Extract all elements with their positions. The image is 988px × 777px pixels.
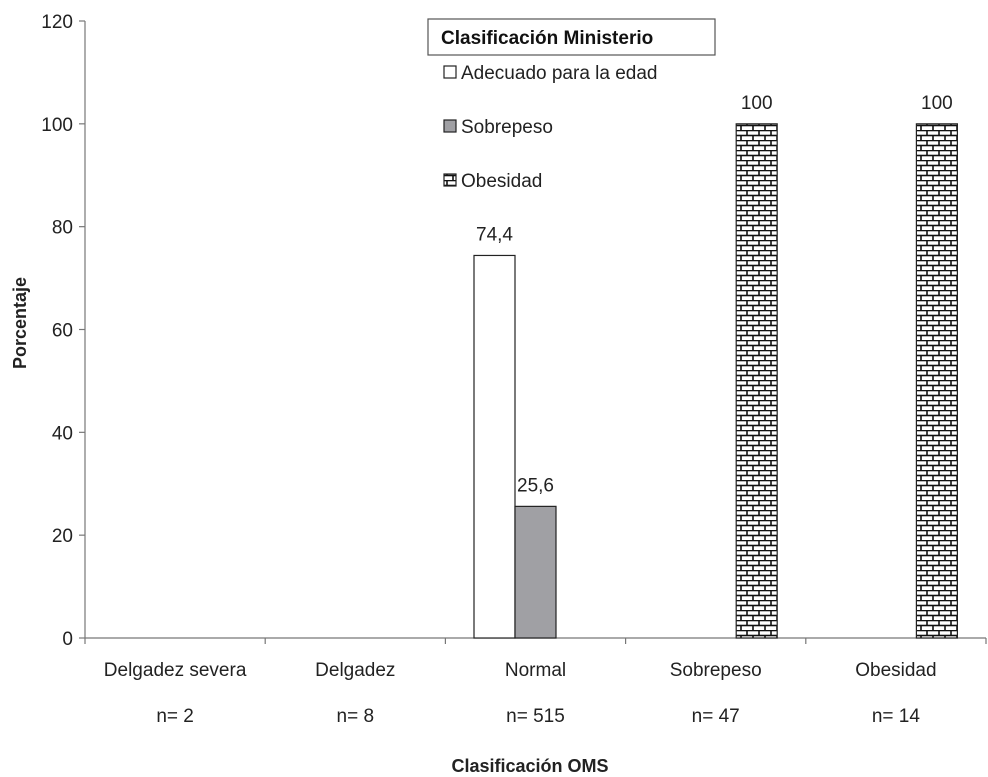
bar (473, 254, 516, 639)
data-label: 100 (921, 93, 953, 114)
legend-label: Adecuado para la edad (461, 63, 658, 84)
legend-title-box (427, 18, 716, 56)
bar (915, 123, 959, 639)
y-tick-label: 0 (62, 629, 73, 650)
category-count-label: n= 14 (872, 706, 921, 727)
y-axis-title: Porcentaje (10, 277, 30, 369)
data-label: 25,6 (517, 475, 554, 496)
x-tick-label: Normal (505, 660, 566, 681)
category-count-label: n= 8 (337, 706, 375, 727)
data-label: 74,4 (476, 224, 513, 245)
bar (735, 123, 778, 639)
legend-swatch (443, 65, 457, 79)
bar (514, 505, 557, 639)
y-tick-label: 100 (41, 115, 73, 136)
axes: 0 20 40 60 80 100 120 Delgadez severa n= 2 Delgad… (41, 12, 987, 727)
y-tick-label: 60 (52, 321, 73, 342)
y-tick-label: 120 (41, 12, 73, 33)
legend-swatch (443, 173, 457, 187)
x-axis-title: Clasificación OMS (451, 756, 608, 776)
category-count-label: n= 515 (506, 706, 565, 727)
legend-title: Clasificación Ministerio (441, 28, 653, 49)
y-tick-label: 80 (52, 218, 73, 239)
bars (473, 123, 959, 639)
data-label: 100 (741, 93, 773, 114)
y-tick-label: 20 (52, 526, 73, 547)
legend-swatch (443, 119, 457, 133)
legend: Clasificación Ministerio Adecuado para l… (427, 18, 716, 192)
y-tick-label: 40 (52, 423, 73, 444)
category-count-label: n= 2 (156, 706, 194, 727)
legend-label: Obesidad (461, 171, 542, 192)
x-tick-label: Delgadez (315, 660, 395, 681)
category-count-label: n= 47 (692, 706, 740, 727)
legend-label: Sobrepeso (461, 117, 553, 138)
x-tick-label: Delgadez severa (104, 660, 247, 681)
x-tick-label: Obesidad (855, 660, 936, 681)
data-labels: 74,4 25,6 100 100 (476, 93, 953, 497)
x-tick-label: Sobrepeso (670, 660, 762, 681)
